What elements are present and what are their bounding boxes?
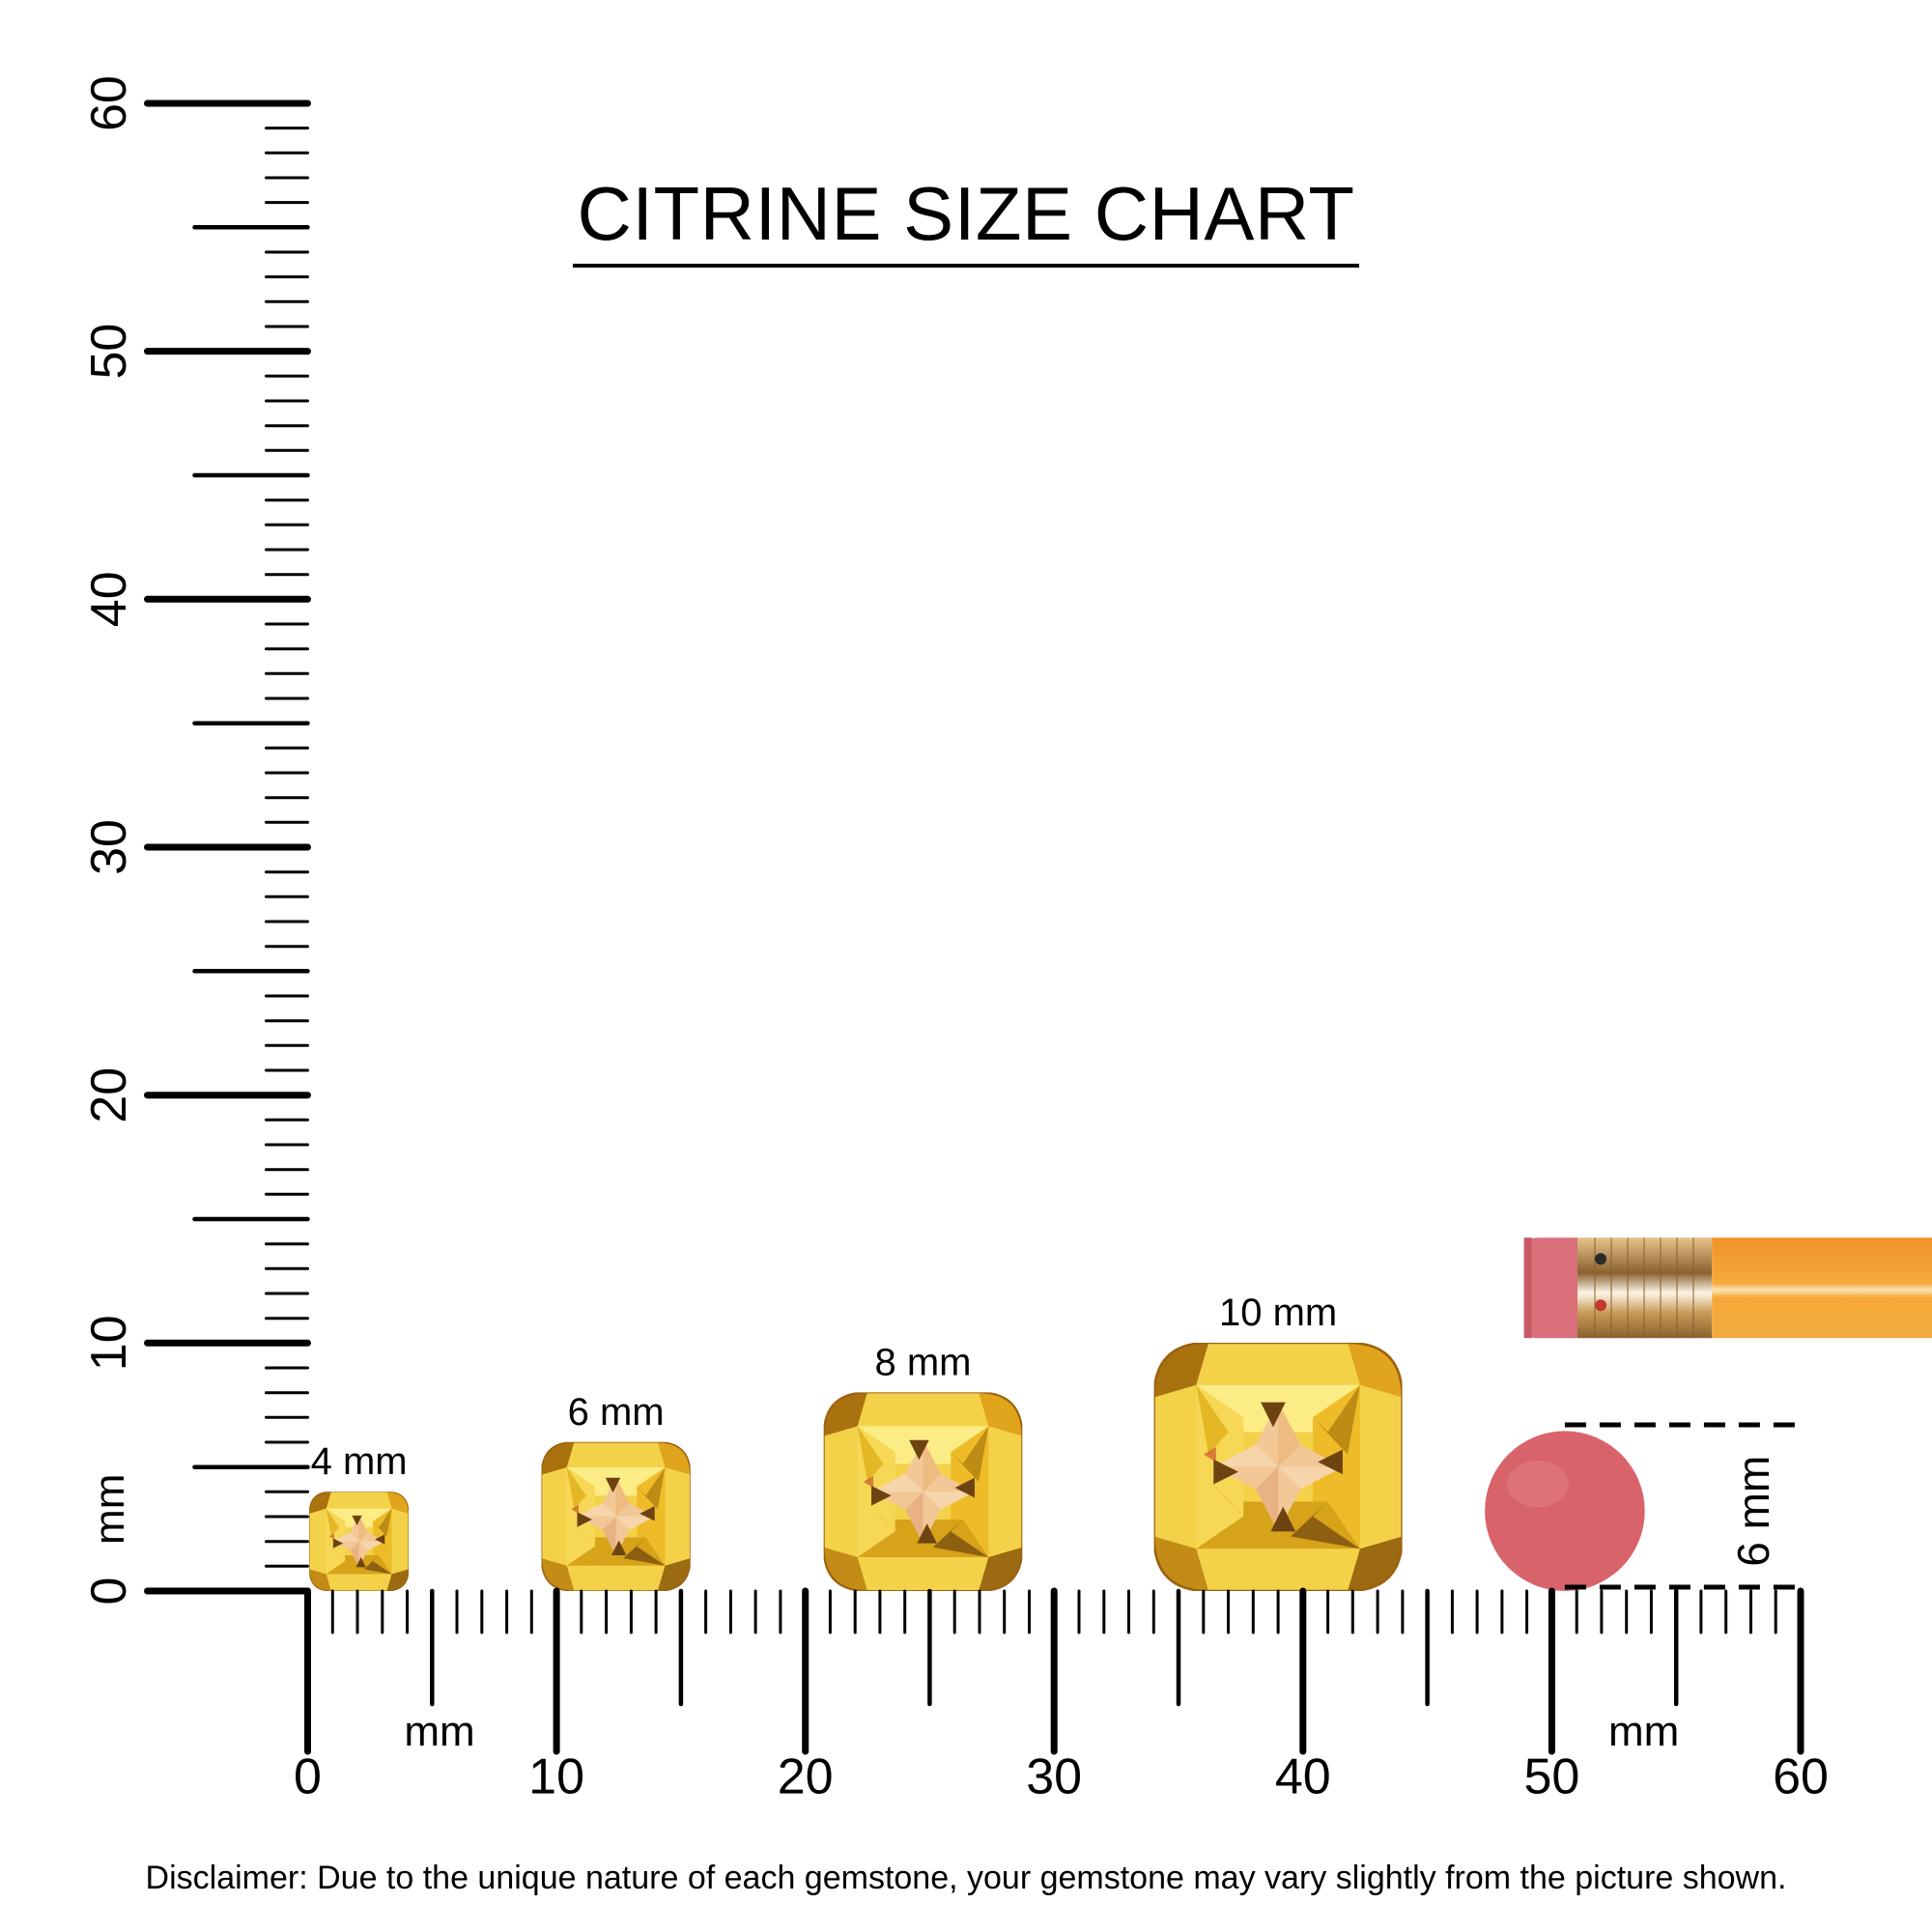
svg-text:0: 0 xyxy=(81,1577,137,1605)
svg-text:30: 30 xyxy=(1026,1749,1082,1805)
svg-text:40: 40 xyxy=(1275,1749,1331,1805)
svg-text:10 mm: 10 mm xyxy=(1219,1292,1337,1334)
svg-text:4 mm: 4 mm xyxy=(311,1440,408,1483)
svg-text:60: 60 xyxy=(81,75,137,131)
svg-text:6 mm: 6 mm xyxy=(568,1391,665,1434)
svg-text:50: 50 xyxy=(1523,1749,1579,1805)
svg-text:10: 10 xyxy=(528,1749,584,1805)
svg-text:40: 40 xyxy=(81,571,137,627)
svg-text:60: 60 xyxy=(1773,1749,1829,1805)
svg-text:0: 0 xyxy=(294,1749,322,1805)
svg-text:mm: mm xyxy=(86,1474,133,1545)
svg-text:mm: mm xyxy=(1608,1708,1679,1755)
svg-text:8 mm: 8 mm xyxy=(875,1341,972,1383)
svg-text:mm: mm xyxy=(404,1708,474,1755)
svg-text:20: 20 xyxy=(778,1749,834,1805)
svg-text:6 mm: 6 mm xyxy=(1728,1456,1778,1567)
svg-text:30: 30 xyxy=(81,819,137,875)
svg-text:50: 50 xyxy=(81,324,137,380)
svg-text:10: 10 xyxy=(81,1315,137,1371)
svg-text:Disclaimer: Due to the unique: Disclaimer: Due to the unique nature of … xyxy=(146,1860,1787,1896)
svg-text:20: 20 xyxy=(81,1067,137,1123)
svg-text:CITRINE SIZE CHART: CITRINE SIZE CHART xyxy=(578,171,1355,256)
